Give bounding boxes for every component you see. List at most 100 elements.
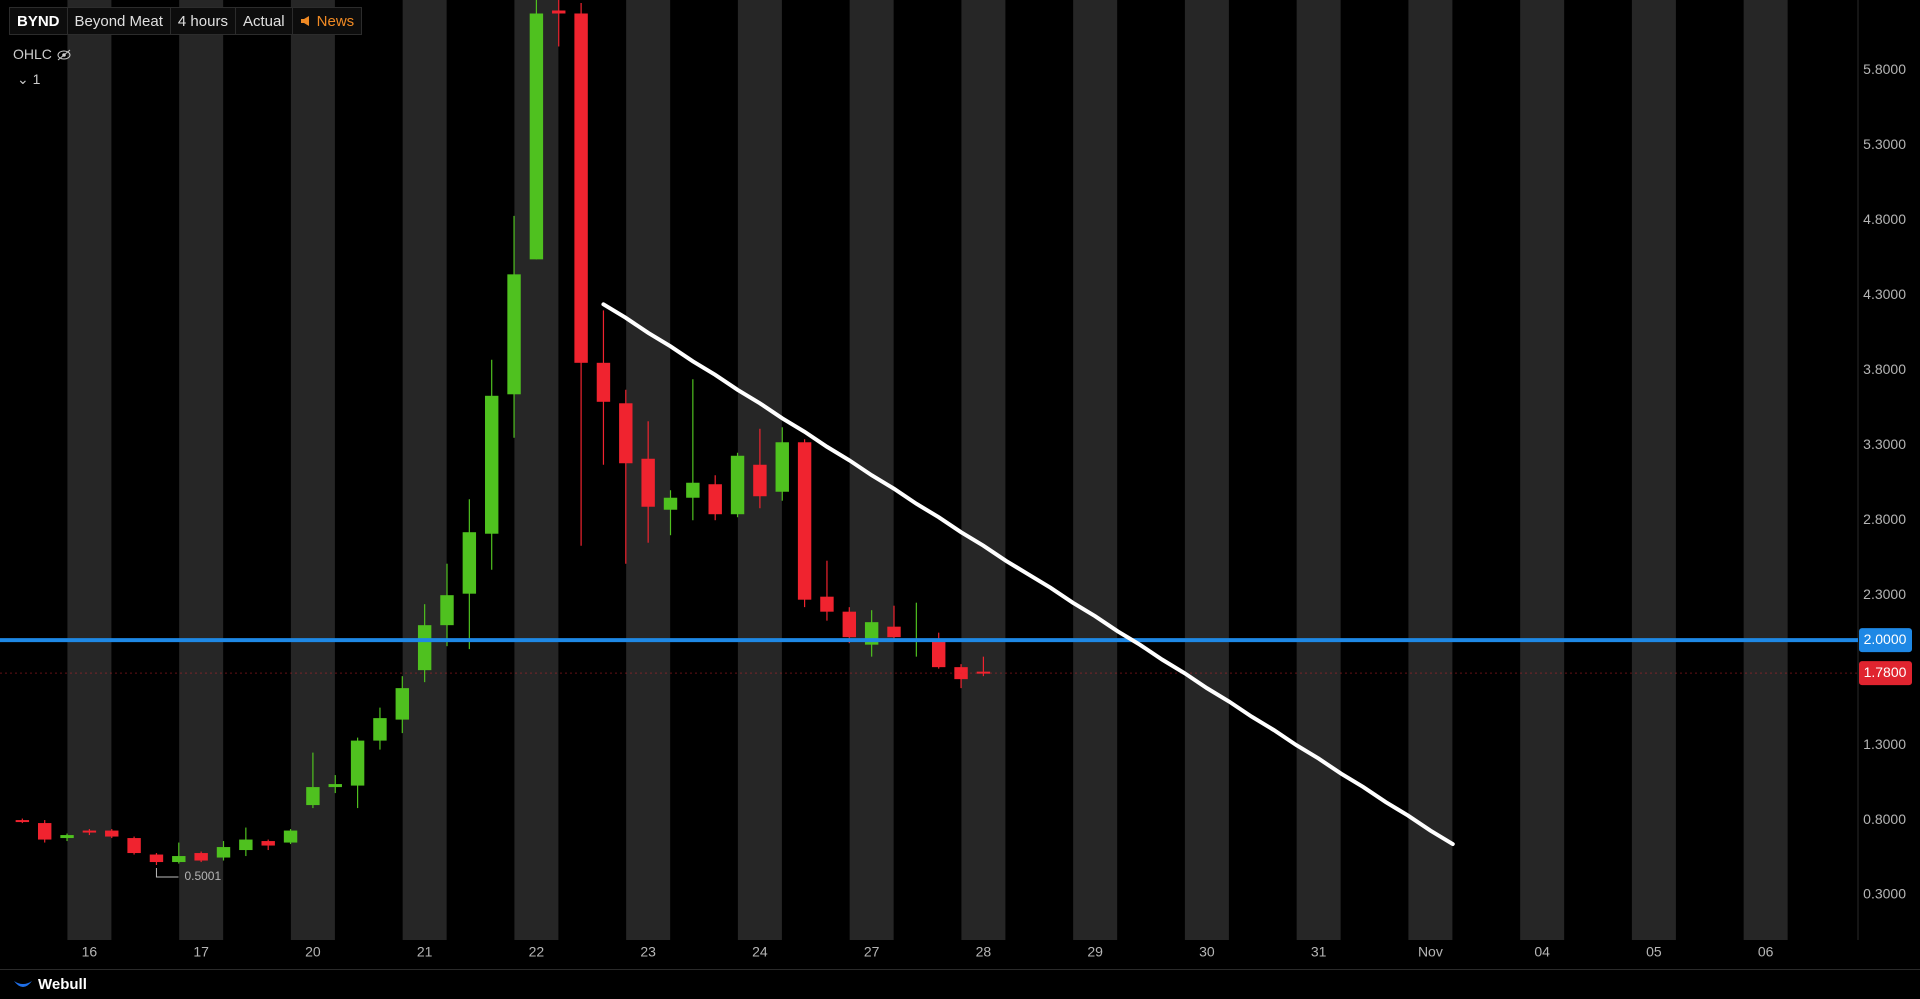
candle-body	[976, 671, 991, 674]
candle-body	[239, 839, 253, 851]
candle-body	[283, 830, 298, 843]
session-band	[1743, 0, 1788, 940]
session-band	[67, 0, 112, 940]
y-tick-label: 2.8000	[1863, 511, 1906, 527]
y-tick-label: 0.8000	[1863, 811, 1906, 827]
candle-body	[596, 362, 611, 402]
candle-body	[395, 688, 410, 720]
x-tick-label: 28	[976, 944, 992, 960]
y-tick-label: 2.3000	[1863, 586, 1906, 602]
y-tick-label: 5.8000	[1863, 61, 1906, 77]
low-annotation: 0.5001	[184, 869, 221, 883]
x-tick-label: 22	[529, 944, 545, 960]
candle-body	[328, 784, 342, 788]
candle-body	[37, 823, 52, 840]
candle-body	[373, 718, 387, 741]
price-label: 1.7800	[1864, 664, 1907, 680]
session-band	[849, 0, 894, 940]
brand-logo	[14, 981, 32, 987]
candle-body	[172, 856, 186, 863]
price-mode[interactable]: Actual	[234, 8, 292, 34]
candle-body	[306, 787, 320, 806]
symbol-bar: BYND Beyond Meat 4 hours Actual News	[9, 7, 363, 35]
x-tick-label: 04	[1534, 944, 1550, 960]
x-tick-label: 23	[640, 944, 656, 960]
session-bands	[67, 0, 1788, 940]
candle-body	[440, 595, 454, 626]
candle-body	[931, 641, 946, 668]
brand: Webull	[38, 976, 87, 993]
y-tick-label: 3.3000	[1863, 436, 1906, 452]
candle-body	[887, 626, 901, 638]
candle-body	[574, 13, 588, 363]
candle-body	[484, 395, 499, 534]
company-name: Beyond Meat	[66, 8, 170, 34]
y-tick-label: 1.3000	[1863, 736, 1906, 752]
session-band	[1184, 0, 1229, 940]
session-band	[1073, 0, 1118, 940]
collapse-toggle[interactable]: ⌄ 1	[17, 71, 41, 87]
y-tick-label: 4.3000	[1863, 286, 1906, 302]
candle-body	[775, 442, 789, 492]
y-tick-label: 3.8000	[1863, 361, 1906, 377]
candle-body	[552, 10, 566, 14]
x-tick-label: 31	[1311, 944, 1327, 960]
session-band	[1296, 0, 1341, 940]
price-label: 2.0000	[1864, 631, 1907, 647]
x-tick-label: 21	[417, 944, 433, 960]
candle-body	[708, 484, 722, 515]
candle-body	[60, 835, 74, 839]
plot-area	[15, 0, 991, 866]
x-tick-label: Nov	[1418, 944, 1443, 960]
news-button[interactable]: News	[291, 8, 362, 34]
x-tick-label: 16	[82, 944, 98, 960]
candle-body	[194, 853, 208, 861]
session-band	[402, 0, 447, 940]
candle-body	[127, 838, 141, 854]
candle-body	[663, 497, 678, 510]
candle-body	[149, 854, 164, 863]
x-tick-label: 20	[305, 944, 321, 960]
candle-body	[842, 611, 857, 638]
candle-body	[417, 625, 432, 671]
interval[interactable]: 4 hours	[169, 8, 235, 34]
session-band	[961, 0, 1006, 940]
candle-body	[753, 464, 767, 497]
candle-body	[462, 532, 477, 594]
candle-body	[820, 596, 834, 612]
candle-body	[686, 482, 700, 498]
candle-body	[641, 458, 655, 507]
candle-body	[507, 274, 521, 395]
candle-body	[105, 830, 119, 837]
price-label-box	[1859, 628, 1912, 653]
symbol[interactable]: BYND	[17, 12, 60, 30]
x-tick-label: 30	[1199, 944, 1215, 960]
candle-body	[216, 847, 231, 858]
candle-body	[350, 740, 365, 786]
y-tick-label: 0.3000	[1863, 886, 1906, 902]
x-tick-label: 27	[864, 944, 880, 960]
candle-body	[15, 820, 30, 823]
annotation-leader	[155, 868, 179, 878]
x-tick-label: 05	[1646, 944, 1662, 960]
candle-body	[619, 403, 633, 464]
candle-body	[954, 667, 968, 680]
x-tick-label: 17	[193, 944, 209, 960]
news-label: News	[316, 12, 355, 30]
indicator-label: OHLC	[13, 46, 52, 62]
candle-body	[797, 442, 812, 600]
hide-icon	[57, 49, 71, 61]
x-tick-label: 06	[1758, 944, 1774, 960]
collapse-count: 1	[32, 71, 41, 87]
candle-body	[529, 13, 544, 260]
session-band	[1520, 0, 1565, 940]
indicator[interactable]: OHLC	[13, 46, 72, 62]
y-tick-label: 4.8000	[1863, 211, 1906, 227]
news-icon	[300, 16, 309, 26]
x-tick-label: 24	[752, 944, 768, 960]
session-band	[179, 0, 224, 940]
session-band	[1408, 0, 1453, 940]
candle-body	[82, 830, 97, 833]
